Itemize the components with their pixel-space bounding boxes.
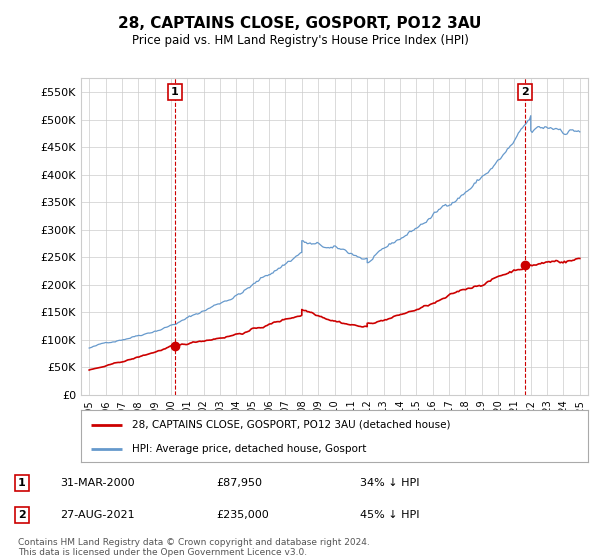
Text: 31-MAR-2000: 31-MAR-2000 bbox=[60, 478, 134, 488]
Text: HPI: Average price, detached house, Gosport: HPI: Average price, detached house, Gosp… bbox=[132, 444, 366, 454]
Text: £87,950: £87,950 bbox=[216, 478, 262, 488]
Text: 1: 1 bbox=[171, 87, 179, 97]
Text: 28, CAPTAINS CLOSE, GOSPORT, PO12 3AU: 28, CAPTAINS CLOSE, GOSPORT, PO12 3AU bbox=[118, 16, 482, 31]
Text: Contains HM Land Registry data © Crown copyright and database right 2024.
This d: Contains HM Land Registry data © Crown c… bbox=[18, 538, 370, 557]
Text: Price paid vs. HM Land Registry's House Price Index (HPI): Price paid vs. HM Land Registry's House … bbox=[131, 34, 469, 46]
Text: 45% ↓ HPI: 45% ↓ HPI bbox=[360, 510, 419, 520]
Text: 34% ↓ HPI: 34% ↓ HPI bbox=[360, 478, 419, 488]
Text: 28, CAPTAINS CLOSE, GOSPORT, PO12 3AU (detached house): 28, CAPTAINS CLOSE, GOSPORT, PO12 3AU (d… bbox=[132, 420, 450, 430]
Text: £235,000: £235,000 bbox=[216, 510, 269, 520]
Text: 2: 2 bbox=[521, 87, 529, 97]
Text: 1: 1 bbox=[18, 478, 26, 488]
Text: 2: 2 bbox=[18, 510, 26, 520]
Text: 27-AUG-2021: 27-AUG-2021 bbox=[60, 510, 134, 520]
